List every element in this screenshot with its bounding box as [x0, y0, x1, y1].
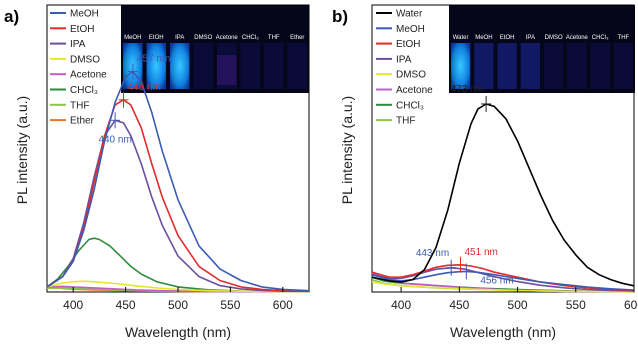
- x-tick-label: 600: [624, 298, 638, 312]
- inset-vial-label: IPA: [175, 35, 184, 41]
- inset-vial-label: EtOH: [500, 35, 515, 41]
- inset-vial-label: MeOH: [475, 35, 492, 41]
- inset-vial-label: Acetone: [566, 35, 589, 41]
- x-tick-label: 500: [168, 298, 188, 312]
- series-line-chcl3: [46, 237, 310, 293]
- panel-b-frame: [371, 4, 635, 293]
- legend-label-acetone: Acetone: [396, 85, 433, 96]
- legend-label-thf: THF: [70, 100, 89, 111]
- inset-vial: [544, 43, 564, 89]
- panel-b-y-axis-title: PL intensity (a.u.): [339, 96, 355, 204]
- peak-label: 440 nm: [98, 134, 131, 145]
- x-tick-label: 400: [391, 298, 411, 312]
- panel-b-label: b): [332, 7, 348, 26]
- inset-vial: [287, 43, 307, 89]
- inset-vial-label: CHCl₃: [592, 35, 609, 41]
- peak-label: 473 nm: [451, 84, 484, 95]
- inset-vial: [497, 43, 517, 89]
- legend-label-water: Water: [396, 9, 423, 20]
- panel-a: a) MeOH EtOH IPA DMSO Acetone CHCl₃ THF Ether 4…: [4, 4, 310, 340]
- legend-label-acetone: Acetone: [70, 70, 107, 81]
- peak-label: 456 nm: [480, 275, 513, 286]
- inset-vial-label: THF: [268, 35, 280, 41]
- inset-vial-label: Ether: [290, 35, 304, 41]
- inset-vial-tint: [217, 55, 237, 85]
- inset-vial: [193, 43, 213, 89]
- legend-label-etoh: EtOH: [70, 24, 94, 35]
- panel-a-x-axis-title: Wavelength (nm): [125, 324, 231, 340]
- panel-b-x-axis: 400 450 500 550 600: [391, 287, 638, 312]
- panel-a-annotations: 457 nm 448 nm 440 nm: [98, 54, 170, 146]
- inset-vial-label: CHCl₃: [242, 35, 259, 41]
- x-tick-label: 600: [273, 298, 293, 312]
- legend-label-meoh: MeOH: [396, 24, 425, 35]
- panel-b-x-axis-title: Wavelength (nm): [450, 324, 556, 340]
- series-line-dmso: [46, 280, 310, 293]
- inset-vial: [240, 43, 260, 89]
- inset-vial-label: DMSO: [545, 35, 563, 41]
- inset-vial-label: MeOH: [124, 35, 141, 41]
- series-line-meoh: [46, 70, 310, 292]
- inset-vial-label: IPA: [526, 35, 535, 41]
- legend-label-ether: Ether: [70, 116, 95, 127]
- series-line-dmso: [371, 281, 635, 293]
- legend-label-dmso: DMSO: [396, 70, 426, 81]
- inset-vial-label: Water: [453, 35, 469, 41]
- inset-vial-label: Acetone: [216, 35, 239, 41]
- inset-vial-tint: [474, 43, 494, 89]
- x-tick-label: 550: [220, 298, 240, 312]
- inset-vial-label: DMSO: [194, 35, 212, 41]
- series-line-etoh: [46, 99, 310, 292]
- peak-label: 448 nm: [128, 82, 161, 93]
- legend-label-chcl3: CHCl₃: [396, 100, 424, 111]
- x-tick-label: 400: [63, 298, 83, 312]
- panel-a-label: a): [4, 7, 19, 26]
- panel-b-inset-photo: Water MeOH EtOH IPA DMSO Acetone CHCl₃ THF: [449, 5, 635, 93]
- legend-label-thf: THF: [396, 116, 415, 127]
- legend-label-meoh: MeOH: [70, 9, 99, 20]
- series-line-ipa: [46, 119, 310, 293]
- inset-vial-tint: [497, 43, 517, 89]
- peak-label: 451 nm: [464, 247, 497, 258]
- legend-label-etoh: EtOH: [396, 39, 420, 50]
- inset-vial: [146, 43, 166, 89]
- inset-vial: [590, 43, 610, 89]
- x-tick-label: 500: [508, 298, 528, 312]
- inset-vial-label: THF: [618, 35, 630, 41]
- x-tick-label: 550: [566, 298, 586, 312]
- inset-vial: [170, 43, 190, 89]
- legend-label-ipa: IPA: [70, 39, 86, 50]
- inset-vial-tint: [520, 43, 540, 89]
- series-line-water: [371, 103, 635, 287]
- legend-label-chcl3: CHCl₃: [70, 85, 98, 96]
- panel-a-inset-photo: MeOH EtOH IPA DMSO Acetone CHCl₃ THF Ether: [121, 5, 309, 93]
- panel-b-series-group: [371, 103, 635, 293]
- x-tick-label: 450: [449, 298, 469, 312]
- panel-a-x-axis: 400 450 500 550 600: [63, 287, 293, 312]
- inset-vial: [613, 43, 633, 89]
- panel-a-y-axis-title: PL intensity (a.u.): [14, 96, 30, 204]
- series-line-etoh: [371, 264, 635, 292]
- peak-label: 443 nm: [416, 248, 449, 259]
- legend-label-ipa: IPA: [396, 54, 412, 65]
- panel-b: b) Water MeOH EtOH IPA DMSO Acetone CHCl₃ THF 4…: [332, 4, 638, 340]
- legend-label-dmso: DMSO: [70, 54, 100, 65]
- inset-vial: [567, 43, 587, 89]
- inset-vial: [474, 43, 494, 89]
- inset-vial: [264, 43, 284, 89]
- panel-b-legend: Water MeOH EtOH IPA DMSO Acetone CHCl₃ THF: [376, 9, 433, 127]
- panel-a-series-group: [46, 70, 310, 293]
- x-tick-label: 450: [116, 298, 136, 312]
- inset-vial-label: EtOH: [149, 35, 164, 41]
- panel-a-legend: MeOH EtOH IPA DMSO Acetone CHCl₃ THF Ether: [50, 9, 107, 127]
- panel-b-annotations: 473 nm 443 nm 451 nm 456 nm: [416, 84, 514, 286]
- inset-vial: [451, 43, 471, 89]
- inset-vial: [520, 43, 540, 89]
- peak-label: 457 nm: [137, 54, 170, 65]
